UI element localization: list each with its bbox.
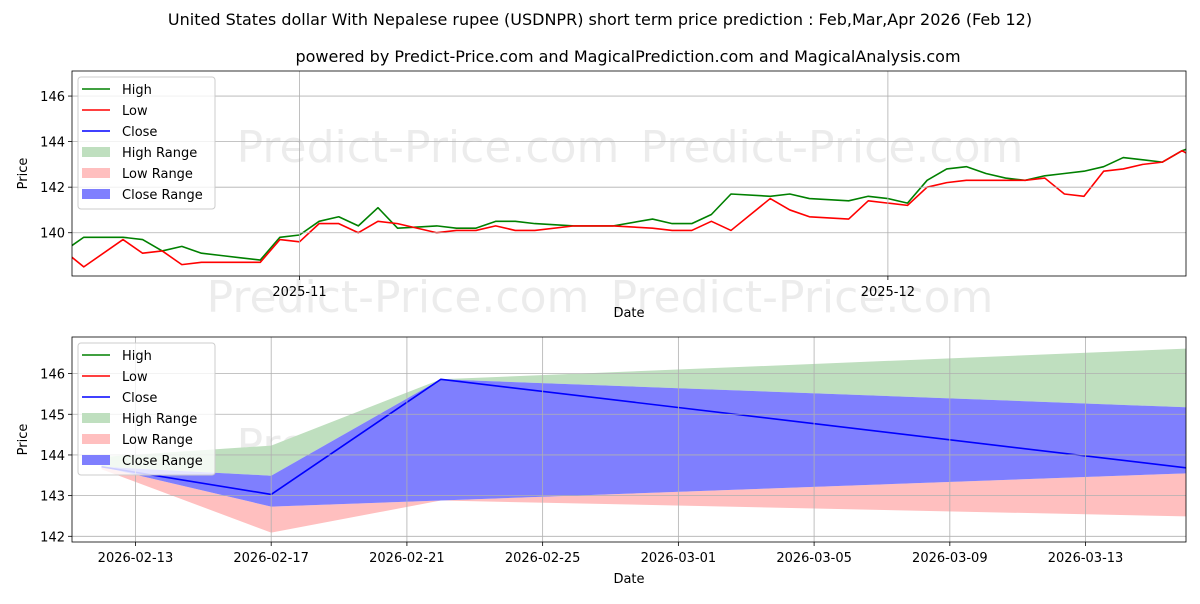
watermark-text: Predict-Price.com [641,122,1024,173]
chart-legend: High Low Close High Range Low Range Close Ran… [77,76,216,210]
legend-label: Low Range [122,433,193,448]
x-tick-label: 2026-03-01 [641,551,717,566]
high-price-line [72,148,1186,261]
x-tick-label: 2026-02-25 [505,551,581,566]
y-tick-label: 140 [40,227,65,242]
legend-swatch-patch [82,434,110,444]
close-range-band [101,379,1186,507]
y-tick-label: 146 [40,90,65,105]
legend-label: High [122,349,152,364]
legend-swatch-patch [82,455,110,465]
chart-title: United States dollar With Nepalese rupee… [168,10,1032,29]
legend-label: Low [122,370,148,385]
y-tick-label: 142 [40,530,65,545]
y-tick-label: 142 [40,181,65,196]
x-tick-label: 2026-03-05 [776,551,852,566]
x-tick-label: 2025-11 [272,285,326,300]
legend-swatch-patch [82,147,110,157]
x-tick-label: 2025-12 [861,285,915,300]
plot-area [101,348,1186,533]
low-range-band [101,466,1186,533]
chart-subtitle: powered by Predict-Price.com and Magical… [295,47,960,66]
high-range-band [101,348,1186,476]
chart-legend: High Low Close High Range Low Range Close Ran… [77,342,216,476]
legend-box [77,342,216,476]
watermark-text: Predict-Price.com [237,122,620,173]
legend-swatch-patch [82,189,110,199]
x-tick-label: 2026-02-17 [233,551,309,566]
axes-frame [71,70,1187,277]
watermark-text: Predict-Price.com [207,272,590,323]
y-tick-label: 146 [40,368,65,383]
x-axis-label: Date [613,572,644,587]
legend-label: Close [122,391,157,406]
x-tick-label: 2026-02-13 [98,551,174,566]
history-chart-panel: 2025-112025-122026-012026-022026-0314014… [16,70,1187,321]
legend-swatch-patch [82,168,110,178]
y-tick-label: 143 [40,490,65,505]
plot-area [72,148,1186,268]
x-tick-label: 2026-02-21 [369,551,445,566]
y-axis-label: Price [16,424,31,456]
x-tick-label: 2026-03-13 [1048,551,1124,566]
legend-box [77,76,216,210]
y-tick-label: 144 [40,449,65,464]
x-tick-label: 2026-03-09 [912,551,988,566]
close-price-line [101,378,1186,496]
y-tick-label: 145 [40,408,65,423]
legend-label: Close [122,125,157,140]
legend-label: Close Range [122,454,203,469]
y-tick-label: 144 [40,136,65,151]
x-axis-label: Date [613,306,644,321]
legend-label: High Range [122,412,197,427]
watermark-text: Predict-Price.com [611,272,994,323]
legend-label: Low [122,104,148,119]
legend-label: High [122,83,152,98]
legend-label: High Range [122,146,197,161]
axes-frame [71,336,1187,543]
legend-swatch-patch [82,413,110,423]
legend-label: Close Range [122,188,203,203]
forecast-chart-panel: 2026-02-13 2026-02-17 2026-02-21 2026-02-25… [16,336,1187,587]
y-axis-label: Price [16,158,31,190]
low-price-line [72,149,1186,268]
legend-label: Low Range [122,167,193,182]
